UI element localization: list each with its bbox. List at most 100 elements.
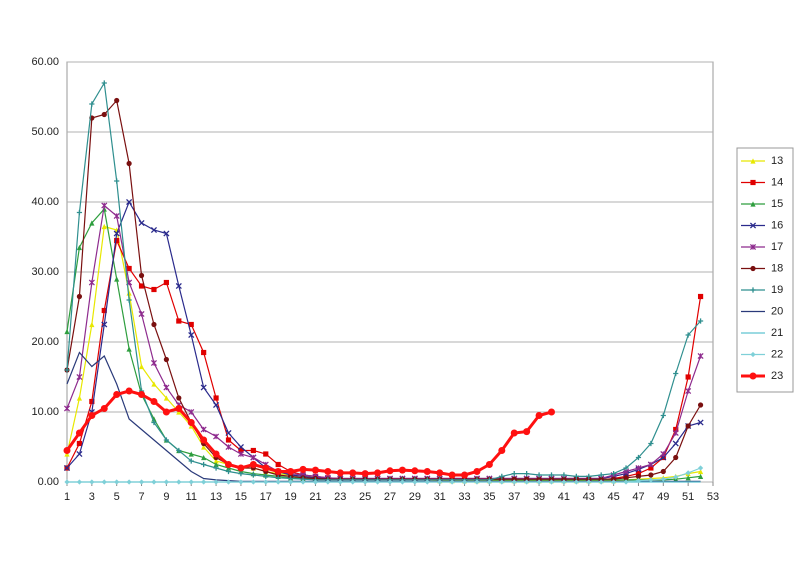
marker bbox=[213, 479, 219, 485]
marker bbox=[151, 321, 157, 328]
marker bbox=[685, 475, 691, 481]
legend-label: 14 bbox=[771, 176, 783, 188]
marker bbox=[586, 479, 592, 485]
marker bbox=[660, 412, 666, 419]
legend-marker bbox=[749, 243, 757, 251]
marker bbox=[673, 370, 679, 377]
marker bbox=[150, 226, 158, 234]
marker bbox=[611, 479, 617, 485]
marker bbox=[561, 472, 567, 478]
marker bbox=[176, 479, 182, 485]
x-tick-label: 5 bbox=[114, 491, 120, 503]
marker bbox=[163, 356, 169, 363]
marker bbox=[548, 479, 555, 485]
marker bbox=[685, 423, 691, 429]
marker bbox=[598, 472, 604, 478]
legend-label: 21 bbox=[771, 327, 783, 339]
x-tick-label: 23 bbox=[334, 491, 346, 503]
series-line bbox=[66, 81, 702, 481]
series-line bbox=[66, 99, 702, 480]
marker bbox=[263, 479, 269, 485]
series-line bbox=[66, 238, 702, 481]
marker bbox=[573, 476, 579, 482]
marker bbox=[474, 479, 480, 485]
marker bbox=[76, 244, 83, 251]
marker bbox=[163, 479, 169, 485]
y-tick-label: 50.00 bbox=[31, 126, 59, 138]
legend-marker bbox=[749, 222, 757, 229]
marker bbox=[275, 461, 281, 468]
marker bbox=[275, 479, 281, 485]
marker bbox=[113, 391, 121, 398]
marker bbox=[623, 465, 629, 471]
marker bbox=[499, 476, 505, 482]
marker bbox=[237, 450, 244, 458]
marker bbox=[311, 466, 319, 474]
marker bbox=[524, 479, 530, 485]
legend-marker bbox=[750, 179, 756, 186]
marker bbox=[573, 479, 579, 485]
marker bbox=[101, 307, 107, 314]
marker bbox=[201, 444, 207, 450]
marker bbox=[213, 465, 219, 471]
marker bbox=[163, 384, 170, 391]
x-tick-label: 35 bbox=[483, 491, 495, 503]
marker bbox=[548, 408, 555, 416]
marker bbox=[561, 479, 567, 485]
marker bbox=[89, 321, 95, 328]
marker bbox=[660, 468, 666, 475]
marker bbox=[76, 395, 83, 401]
marker bbox=[437, 479, 443, 485]
legend-box bbox=[736, 147, 794, 393]
marker bbox=[237, 443, 244, 451]
marker bbox=[461, 471, 469, 479]
legend-marker bbox=[750, 265, 756, 272]
marker bbox=[660, 476, 666, 482]
marker bbox=[76, 440, 83, 447]
marker bbox=[423, 468, 431, 475]
marker bbox=[485, 461, 493, 468]
marker bbox=[163, 279, 169, 286]
marker bbox=[573, 473, 579, 479]
marker bbox=[151, 286, 157, 293]
marker bbox=[150, 359, 157, 367]
marker bbox=[697, 402, 704, 408]
marker bbox=[151, 419, 157, 426]
legend-marker bbox=[750, 158, 756, 164]
marker bbox=[697, 465, 704, 471]
marker bbox=[412, 479, 418, 485]
marker bbox=[249, 461, 257, 468]
marker bbox=[125, 387, 133, 395]
marker bbox=[611, 471, 617, 477]
x-tick-label: 39 bbox=[533, 491, 545, 503]
marker bbox=[76, 209, 83, 216]
x-tick-label: 33 bbox=[458, 491, 470, 503]
legend-marker bbox=[750, 351, 756, 358]
marker bbox=[250, 454, 257, 461]
marker bbox=[237, 464, 245, 472]
marker bbox=[238, 471, 244, 477]
marker bbox=[225, 479, 232, 485]
x-tick-label: 15 bbox=[235, 491, 247, 503]
marker bbox=[213, 433, 220, 440]
marker bbox=[151, 381, 157, 387]
marker bbox=[697, 318, 704, 324]
marker bbox=[598, 476, 604, 482]
marker bbox=[188, 321, 194, 328]
marker bbox=[673, 454, 679, 461]
series-line bbox=[66, 207, 701, 481]
marker bbox=[114, 276, 120, 282]
legend-marker bbox=[750, 201, 756, 207]
legend-label: 19 bbox=[771, 284, 783, 296]
x-tick-label: 29 bbox=[409, 491, 421, 503]
marker bbox=[225, 468, 232, 475]
marker bbox=[225, 429, 232, 437]
marker bbox=[138, 363, 145, 370]
marker bbox=[163, 230, 170, 237]
marker bbox=[114, 97, 120, 104]
marker bbox=[262, 464, 270, 472]
x-tick-label: 41 bbox=[558, 491, 570, 503]
marker bbox=[685, 387, 692, 395]
x-tick-label: 27 bbox=[384, 491, 396, 503]
marker bbox=[250, 479, 256, 485]
